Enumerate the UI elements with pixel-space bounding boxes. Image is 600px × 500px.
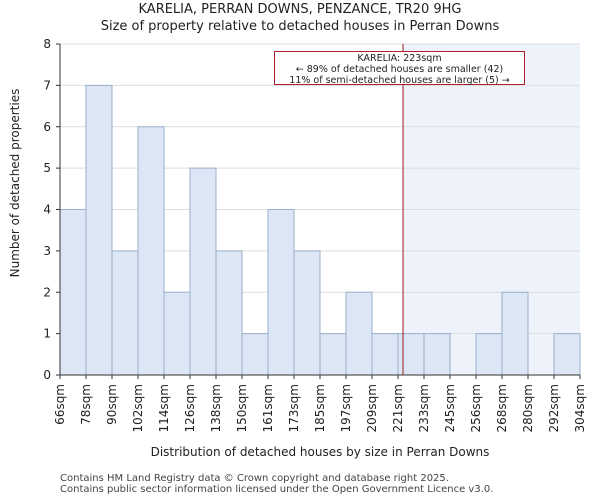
x-tick-label: 90sqm: [105, 384, 119, 425]
footer-licence: Contains public sector information licen…: [60, 484, 494, 495]
y-tick-label: 3: [43, 244, 51, 258]
bar-185sqm: [319, 333, 347, 376]
y-tick-label: 4: [43, 203, 51, 217]
annotation-larger-text: 11% of semi-detached houses are larger (…: [289, 75, 510, 86]
y-tick-label: 7: [43, 78, 51, 92]
x-tick-label: 138sqm: [209, 384, 223, 432]
annotation-label: KARELIA: 223sqm: [357, 53, 442, 64]
bar-78sqm: [85, 84, 113, 376]
bar-292sqm: [553, 333, 581, 376]
bar-221sqm: [397, 333, 425, 376]
x-tick-label: 185sqm: [313, 384, 327, 432]
x-tick-label: 173sqm: [287, 384, 301, 432]
x-tick-label: 150sqm: [235, 384, 249, 432]
y-axis-label: Number of detached properties: [8, 88, 22, 278]
x-tick-label: 268sqm: [495, 384, 509, 432]
x-tick-label: 221sqm: [391, 384, 405, 432]
bar-138sqm: [215, 250, 243, 376]
bar-173sqm: [293, 250, 321, 376]
bar-150sqm: [241, 333, 269, 376]
chart-title: KARELIA, PERRAN DOWNS, PENZANCE, TR20 9H…: [138, 2, 462, 17]
bar-90sqm: [111, 250, 139, 376]
bar-126sqm: [189, 167, 217, 376]
y-tick-label: 0: [43, 368, 51, 382]
bar-114sqm: [163, 291, 191, 376]
bar-161sqm: [267, 209, 295, 376]
x-tick-label: 256sqm: [469, 384, 483, 432]
marker-annotation: KARELIA: 223sqm ← 89% of detached houses…: [274, 51, 525, 86]
bar-268sqm: [501, 291, 529, 376]
chart-subtitle: Size of property relative to detached ho…: [100, 19, 500, 34]
x-tick-label: 78sqm: [79, 384, 93, 425]
x-tick-label: 304sqm: [573, 384, 587, 432]
y-tick-label: 6: [43, 120, 51, 134]
bar-233sqm: [423, 333, 451, 376]
y-tick-label: 2: [43, 285, 51, 299]
x-axis-label: Distribution of detached houses by size …: [150, 445, 490, 459]
bar-256sqm: [475, 333, 503, 376]
footer-copyright: Contains HM Land Registry data © Crown c…: [60, 473, 449, 484]
x-tick-label: 197sqm: [339, 384, 353, 432]
x-tick-label: 292sqm: [547, 384, 561, 432]
y-tick-label: 1: [43, 327, 51, 341]
x-tick-label: 102sqm: [131, 384, 145, 432]
x-tick-label: 233sqm: [417, 384, 431, 432]
x-tick-label: 209sqm: [365, 384, 379, 432]
y-tick-label: 5: [43, 161, 51, 175]
annotation-smaller-text: ← 89% of detached houses are smaller (42…: [295, 64, 504, 75]
x-tick-label: 245sqm: [443, 384, 457, 432]
x-tick-label: 114sqm: [157, 384, 171, 432]
x-tick-label: 161sqm: [261, 384, 275, 432]
bar-102sqm: [137, 126, 165, 376]
y-tick-label: 8: [43, 37, 51, 51]
bar-209sqm: [371, 333, 399, 376]
x-tick-label: 280sqm: [521, 384, 535, 432]
x-tick-label: 66sqm: [53, 384, 67, 425]
bar-197sqm: [345, 291, 373, 376]
bar-66sqm: [59, 209, 87, 376]
x-tick-label: 126sqm: [183, 384, 197, 432]
